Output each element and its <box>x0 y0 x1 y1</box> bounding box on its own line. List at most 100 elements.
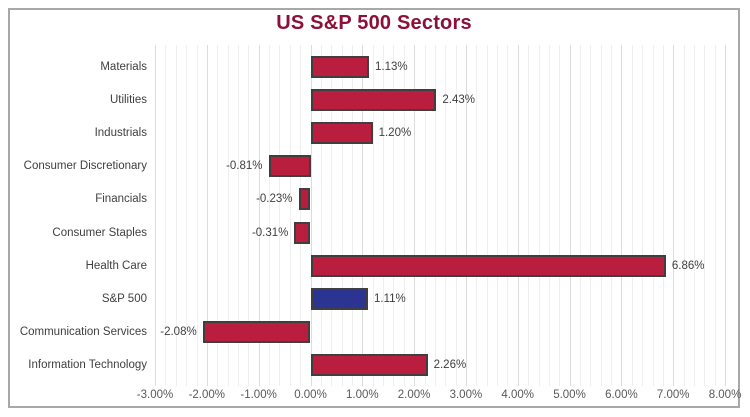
minor-gridline <box>186 45 188 386</box>
x-tick-label: -3.00% <box>136 389 174 401</box>
minor-gridline <box>175 45 177 386</box>
minor-gridline <box>372 45 374 386</box>
bar <box>294 221 311 244</box>
minor-gridline <box>300 45 302 386</box>
minor-gridline <box>320 45 322 386</box>
major-gridline <box>362 45 364 386</box>
major-gridline <box>414 45 416 386</box>
major-gridline <box>258 45 260 386</box>
minor-gridline <box>652 45 654 386</box>
x-tick-label: 3.00% <box>449 389 483 401</box>
x-tick-label: 2.00% <box>397 389 431 401</box>
minor-gridline <box>611 45 612 386</box>
minor-gridline <box>693 45 695 386</box>
minor-gridline <box>269 45 270 386</box>
minor-gridline <box>548 45 550 386</box>
value-label: -0.31% <box>251 226 289 239</box>
x-tick-label: 7.00% <box>656 389 690 401</box>
value-label: -0.81% <box>226 160 263 173</box>
value-label: 1.13% <box>375 60 408 73</box>
bar <box>310 88 437 111</box>
minor-gridline <box>683 45 685 386</box>
value-label: 6.86% <box>671 259 705 272</box>
minor-gridline <box>227 45 229 386</box>
category-label: Materials <box>100 60 147 73</box>
category-label: Health Care <box>85 259 147 272</box>
x-tick-label: 4.00% <box>501 389 534 401</box>
major-gridline <box>155 45 156 386</box>
minor-gridline <box>476 45 478 386</box>
x-tick-label: -2.00% <box>188 389 226 401</box>
bar <box>268 155 311 178</box>
major-gridline <box>517 45 519 386</box>
minor-gridline <box>341 45 343 386</box>
minor-gridline <box>631 45 633 386</box>
category-label: Communication Services <box>19 326 147 339</box>
minor-gridline <box>196 45 198 386</box>
minor-gridline <box>714 45 716 386</box>
value-label: 1.20% <box>378 127 412 139</box>
minor-gridline <box>497 45 498 386</box>
minor-gridline <box>642 45 644 386</box>
major-gridline <box>206 45 208 386</box>
minor-gridline <box>662 45 664 386</box>
category-label: Information Technology <box>28 359 147 372</box>
chart-frame <box>8 8 740 408</box>
minor-gridline <box>383 45 384 386</box>
bar <box>298 188 311 211</box>
value-label: 2.26% <box>433 359 467 372</box>
major-gridline <box>673 45 675 386</box>
category-label: Utilities <box>109 93 147 106</box>
minor-gridline <box>579 45 581 386</box>
minor-gridline <box>289 45 291 386</box>
bar <box>310 122 373 144</box>
value-label: 2.43% <box>442 93 475 106</box>
minor-gridline <box>403 45 405 386</box>
major-gridline <box>465 45 467 386</box>
value-label: -0.23% <box>256 193 293 206</box>
minor-gridline <box>600 45 602 386</box>
minor-gridline <box>279 45 281 386</box>
x-tick-label: 6.00% <box>605 389 638 401</box>
major-gridline <box>621 45 623 386</box>
minor-gridline <box>393 45 395 386</box>
category-label: Consumer Discretionary <box>23 160 147 173</box>
bar <box>202 321 311 344</box>
bar <box>310 55 370 78</box>
minor-gridline <box>538 45 540 386</box>
minor-gridline <box>455 45 457 386</box>
x-tick-label: 8.00% <box>708 389 742 401</box>
minor-gridline <box>331 45 333 386</box>
bar <box>310 254 666 277</box>
x-tick-label: 1.00% <box>345 389 379 401</box>
minor-gridline <box>248 45 250 386</box>
minor-gridline <box>559 45 561 386</box>
bar <box>310 354 428 377</box>
minor-gridline <box>217 45 219 386</box>
minor-gridline <box>528 45 530 386</box>
major-gridline <box>569 45 571 386</box>
x-tick-label: 5.00% <box>553 389 586 401</box>
minor-gridline <box>704 45 706 386</box>
highlight-bar <box>310 288 368 310</box>
category-label: Industrials <box>94 127 147 139</box>
minor-gridline <box>237 45 239 386</box>
minor-gridline <box>507 45 509 386</box>
major-gridline <box>725 45 726 386</box>
minor-gridline <box>590 45 592 386</box>
minor-gridline <box>486 45 488 386</box>
minor-gridline <box>424 45 426 386</box>
minor-gridline <box>165 45 167 386</box>
x-tick-label: 0.00% <box>294 389 327 401</box>
minor-gridline <box>351 45 353 386</box>
value-label: 1.11% <box>374 293 406 305</box>
category-label: Financials <box>95 193 147 206</box>
category-label: S&P 500 <box>101 293 147 305</box>
minor-gridline <box>434 45 436 386</box>
value-label: -2.08% <box>160 326 197 339</box>
chart-title: US S&P 500 Sectors <box>276 12 472 34</box>
x-tick-label: -1.00% <box>240 389 277 401</box>
major-gridline <box>310 45 312 386</box>
category-label: Consumer Staples <box>52 226 147 239</box>
